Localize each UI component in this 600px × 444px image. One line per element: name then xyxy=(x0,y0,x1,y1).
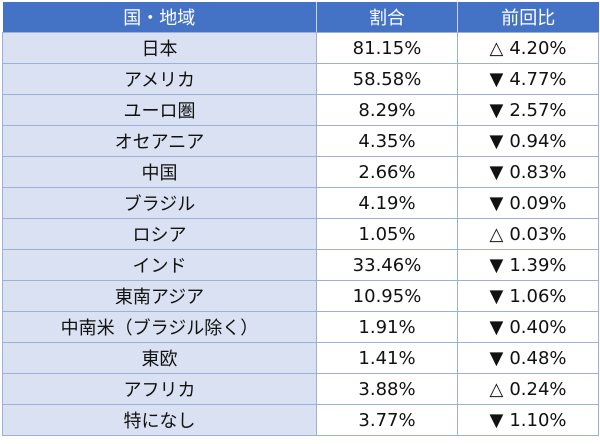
cell-country: アフリカ xyxy=(2,373,317,405)
down-triangle-icon: ▼ xyxy=(489,161,504,183)
cell-change: ▼ 1.10% xyxy=(457,404,599,436)
change-value: 0.24% xyxy=(509,378,567,400)
cell-share: 1.41% xyxy=(316,342,458,374)
cell-share: 8.29% xyxy=(316,94,458,126)
cell-country: ロシア xyxy=(2,218,317,250)
up-triangle-icon: △ xyxy=(489,378,504,400)
cell-change: △ 0.24% xyxy=(457,373,599,405)
cell-country: ユーロ圏 xyxy=(2,94,317,126)
cell-change: ▼ 1.06% xyxy=(457,280,599,312)
cell-country: 東南アジア xyxy=(2,280,317,312)
cell-share: 58.58% xyxy=(316,63,458,95)
table-row: ブラジル 4.19% ▼ 0.09% xyxy=(2,187,599,219)
cell-share: 3.88% xyxy=(316,373,458,405)
header-change: 前回比 xyxy=(457,2,599,33)
change-value: 4.77% xyxy=(509,68,567,90)
change-value: 0.03% xyxy=(509,223,567,245)
cell-country: 日本 xyxy=(2,32,317,64)
cell-country: 中国 xyxy=(2,156,317,188)
change-value: 2.57% xyxy=(509,99,567,121)
cell-change: ▼ 0.94% xyxy=(457,125,599,157)
down-triangle-icon: ▼ xyxy=(489,192,504,214)
cell-change: ▼ 0.09% xyxy=(457,187,599,219)
change-value: 0.94% xyxy=(509,130,567,152)
change-value: 1.06% xyxy=(509,285,567,307)
cell-share: 4.19% xyxy=(316,187,458,219)
table-row: ユーロ圏 8.29% ▼ 2.57% xyxy=(2,94,599,126)
cell-share: 3.77% xyxy=(316,404,458,436)
header-country: 国・地域 xyxy=(2,2,317,33)
down-triangle-icon: ▼ xyxy=(489,409,504,431)
cell-change: ▼ 0.40% xyxy=(457,311,599,343)
table-row: 日本 81.15% △ 4.20% xyxy=(2,32,599,64)
down-triangle-icon: ▼ xyxy=(489,254,504,276)
cell-share: 10.95% xyxy=(316,280,458,312)
cell-country: 東欧 xyxy=(2,342,317,374)
cell-country: 中南米（ブラジル除く） xyxy=(2,311,317,343)
table-row: アメリカ 58.58% ▼ 4.77% xyxy=(2,63,599,95)
change-value: 0.40% xyxy=(509,316,567,338)
down-triangle-icon: ▼ xyxy=(489,347,504,369)
table-row: ロシア 1.05% △ 0.03% xyxy=(2,218,599,250)
down-triangle-icon: ▼ xyxy=(489,316,504,338)
change-value: 1.39% xyxy=(509,254,567,276)
cell-country: オセアニア xyxy=(2,125,317,157)
cell-share: 1.91% xyxy=(316,311,458,343)
cell-country: 特になし xyxy=(2,404,317,436)
header-row: 国・地域 割合 前回比 xyxy=(2,2,599,33)
data-table: 国・地域 割合 前回比 日本 81.15% △ 4.20% アメリカ 58.58% ▼ 4.7… xyxy=(2,2,599,436)
table-row: アフリカ 3.88% △ 0.24% xyxy=(2,373,599,405)
cell-country: アメリカ xyxy=(2,63,317,95)
cell-share: 2.66% xyxy=(316,156,458,188)
down-triangle-icon: ▼ xyxy=(489,68,504,90)
change-value: 0.48% xyxy=(509,347,567,369)
change-value: 4.20% xyxy=(509,37,567,59)
cell-change: △ 4.20% xyxy=(457,32,599,64)
cell-change: ▼ 2.57% xyxy=(457,94,599,126)
cell-change: ▼ 1.39% xyxy=(457,249,599,281)
table-row: 中国 2.66% ▼ 0.83% xyxy=(2,156,599,188)
up-triangle-icon: △ xyxy=(489,223,504,245)
cell-change: △ 0.03% xyxy=(457,218,599,250)
cell-share: 4.35% xyxy=(316,125,458,157)
down-triangle-icon: ▼ xyxy=(489,130,504,152)
cell-change: ▼ 4.77% xyxy=(457,63,599,95)
table-row: インド 33.46% ▼ 1.39% xyxy=(2,249,599,281)
cell-country: インド xyxy=(2,249,317,281)
cell-change: ▼ 0.48% xyxy=(457,342,599,374)
up-triangle-icon: △ xyxy=(489,37,504,59)
change-value: 0.09% xyxy=(509,192,567,214)
cell-change: ▼ 0.83% xyxy=(457,156,599,188)
table-container: 国・地域 割合 前回比 日本 81.15% △ 4.20% アメリカ 58.58% ▼ 4.7… xyxy=(2,2,599,436)
change-value: 0.83% xyxy=(509,161,567,183)
header-share: 割合 xyxy=(316,2,458,33)
cell-share: 1.05% xyxy=(316,218,458,250)
down-triangle-icon: ▼ xyxy=(489,285,504,307)
cell-share: 33.46% xyxy=(316,249,458,281)
table-row: オセアニア 4.35% ▼ 0.94% xyxy=(2,125,599,157)
change-value: 1.10% xyxy=(509,409,567,431)
table-row: 東欧 1.41% ▼ 0.48% xyxy=(2,342,599,374)
table-row: 特になし 3.77% ▼ 1.10% xyxy=(2,404,599,436)
down-triangle-icon: ▼ xyxy=(489,99,504,121)
table-row: 中南米（ブラジル除く） 1.91% ▼ 0.40% xyxy=(2,311,599,343)
table-row: 東南アジア 10.95% ▼ 1.06% xyxy=(2,280,599,312)
cell-share: 81.15% xyxy=(316,32,458,64)
cell-country: ブラジル xyxy=(2,187,317,219)
